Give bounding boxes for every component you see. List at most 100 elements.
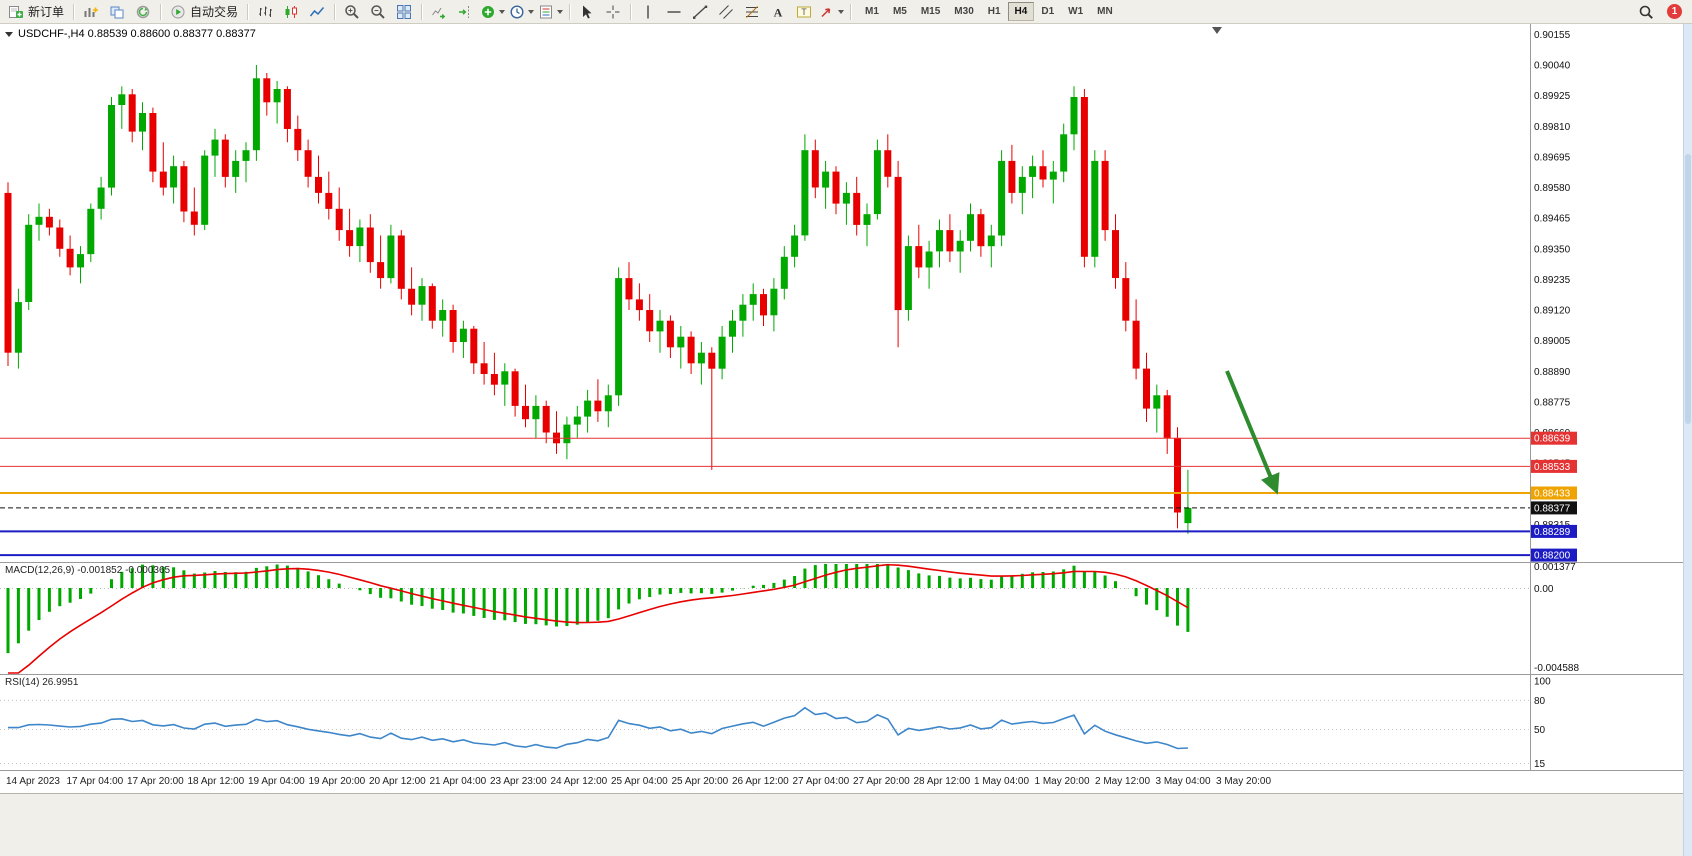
new-order-button[interactable]: 新订单 [3, 2, 69, 22]
timeframe-m5[interactable]: M5 [892, 6, 907, 17]
macd-signal-line [8, 563, 1189, 674]
tile-windows-icon [396, 4, 412, 20]
macd-label: MACD(12,26,9) -0.001852 -0.000365 [5, 565, 171, 576]
chart-shift-icon [457, 4, 473, 20]
svg-text:0.89465: 0.89465 [1534, 214, 1571, 225]
chart-area[interactable]: 0.90155 0.90040 0.89925 0.89810 0.89695 0.895… [0, 24, 1692, 856]
rsi-axis-labels: 100 80 50 15 [1534, 677, 1551, 771]
search-button[interactable] [1633, 2, 1659, 22]
arrows-button[interactable] [817, 2, 846, 22]
fibonacci-button[interactable] [739, 2, 765, 22]
chart-candles-icon [283, 4, 299, 20]
profiles-icon [109, 4, 125, 20]
toolbar-right: 1 [1633, 2, 1692, 22]
svg-text:0.90155: 0.90155 [1534, 30, 1571, 41]
svg-text:20 Apr 12:00: 20 Apr 12:00 [369, 776, 426, 787]
notification-badge[interactable]: 1 [1667, 4, 1682, 19]
toolbar-separator [850, 3, 852, 20]
svg-text:50: 50 [1534, 725, 1546, 736]
zoom-out-icon [370, 4, 386, 20]
chart-title-row: USDCHF-,H4 0.88539 0.88600 0.88377 0.883… [5, 28, 256, 40]
svg-text:17 Apr 04:00: 17 Apr 04:00 [67, 776, 124, 787]
scrollbar-thumb[interactable] [1685, 154, 1691, 424]
svg-text:80: 80 [1534, 696, 1546, 707]
rsi-label: RSI(14) 26.9951 [5, 677, 79, 688]
vertical-scrollbar[interactable] [1683, 24, 1692, 856]
svg-text:0.89350: 0.89350 [1534, 244, 1571, 255]
svg-text:3 May 20:00: 3 May 20:00 [1216, 776, 1271, 787]
auto-trading-button[interactable]: 自动交易 [165, 2, 243, 22]
pane-separators[interactable] [0, 562, 1683, 771]
macd-axis-labels: 0.001377 0.00 -0.004588 [1534, 562, 1579, 674]
price-tag: 0.88377 [1531, 501, 1577, 515]
svg-text:0.88890: 0.88890 [1534, 367, 1571, 378]
chart-shift-marker-icon[interactable] [1212, 27, 1222, 34]
tile-windows-button[interactable] [391, 2, 417, 22]
text-button[interactable]: A [765, 2, 791, 22]
timeframe-mn[interactable]: MN [1097, 6, 1113, 17]
new-chart-button[interactable] [78, 2, 104, 22]
timeframe-m15[interactable]: M15 [920, 6, 941, 17]
timeframe-h1[interactable]: H1 [987, 6, 1001, 17]
chart-background[interactable] [0, 24, 1683, 793]
rsi-level-lines [0, 699, 1530, 764]
svg-text:23 Apr 23:00: 23 Apr 23:00 [490, 776, 547, 787]
svg-text:0.89235: 0.89235 [1534, 275, 1571, 286]
svg-text:15: 15 [1534, 759, 1546, 770]
text-label-button[interactable]: T [791, 2, 817, 22]
svg-text:25 Apr 20:00: 25 Apr 20:00 [672, 776, 729, 787]
timeframe-d1[interactable]: D1 [1041, 6, 1055, 17]
crosshair-button[interactable] [600, 2, 626, 22]
svg-text:0.89005: 0.89005 [1534, 336, 1571, 347]
svg-text:0.00: 0.00 [1534, 584, 1554, 595]
toolbar-separator [630, 3, 632, 20]
svg-text:0.88377: 0.88377 [1534, 503, 1571, 514]
chart-line-button[interactable] [304, 2, 330, 22]
vertical-line-icon [640, 4, 656, 20]
svg-text:2 May 12:00: 2 May 12:00 [1095, 776, 1150, 787]
svg-text:-0.004588: -0.004588 [1534, 663, 1579, 674]
timeframe-w1[interactable]: W1 [1068, 6, 1084, 17]
chart-canvas[interactable]: 0.90155 0.90040 0.89925 0.89810 0.89695 0.895… [0, 0, 1692, 793]
cursor-icon [579, 4, 595, 20]
auto-trading-icon [170, 4, 186, 20]
horizontal-line-button[interactable] [661, 2, 687, 22]
refresh-button[interactable] [130, 2, 156, 22]
toolbar-separator [73, 3, 75, 20]
text-label-icon: T [796, 4, 812, 20]
new-order-button-label: 新订单 [28, 5, 65, 19]
templates-button[interactable] [536, 2, 565, 22]
main-toolbar: 新订单 自动交易 A T M1 M5 M15 M30 H1 H4 D1 W1 MN 1 [0, 0, 1692, 24]
trendline-button[interactable] [687, 2, 713, 22]
svg-text:28 Apr 12:00: 28 Apr 12:00 [914, 776, 971, 787]
zoom-in-button[interactable] [339, 2, 365, 22]
new-order-icon [8, 4, 24, 20]
timeframe-m1[interactable]: M1 [865, 6, 879, 17]
timeframe-m30[interactable]: M30 [954, 6, 974, 17]
periods-button[interactable] [507, 2, 536, 22]
trend-arrow[interactable] [1225, 370, 1280, 495]
one-click-trading-icon[interactable] [5, 31, 13, 37]
trendline-icon [692, 4, 708, 20]
indicators-button[interactable] [478, 2, 507, 22]
text-icon: A [770, 4, 786, 20]
chart-bars-icon [257, 4, 273, 20]
channel-button[interactable] [713, 2, 739, 22]
svg-text:3 May 04:00: 3 May 04:00 [1156, 776, 1211, 787]
chart-shift-button[interactable] [452, 2, 478, 22]
search-icon [1638, 4, 1654, 20]
zoom-out-button[interactable] [365, 2, 391, 22]
svg-text:24 Apr 12:00: 24 Apr 12:00 [551, 776, 608, 787]
auto-scroll-button[interactable] [426, 2, 452, 22]
chart-candles-button[interactable] [278, 2, 304, 22]
vertical-line-button[interactable] [635, 2, 661, 22]
svg-text:0.88775: 0.88775 [1534, 397, 1571, 408]
svg-text:0.89925: 0.89925 [1534, 91, 1571, 102]
svg-text:18 Apr 12:00: 18 Apr 12:00 [188, 776, 245, 787]
profiles-button[interactable] [104, 2, 130, 22]
timeframe-h4[interactable]: H4 [1007, 2, 1035, 21]
chart-bars-button[interactable] [252, 2, 278, 22]
svg-text:27 Apr 04:00: 27 Apr 04:00 [793, 776, 850, 787]
cursor-button[interactable] [574, 2, 600, 22]
